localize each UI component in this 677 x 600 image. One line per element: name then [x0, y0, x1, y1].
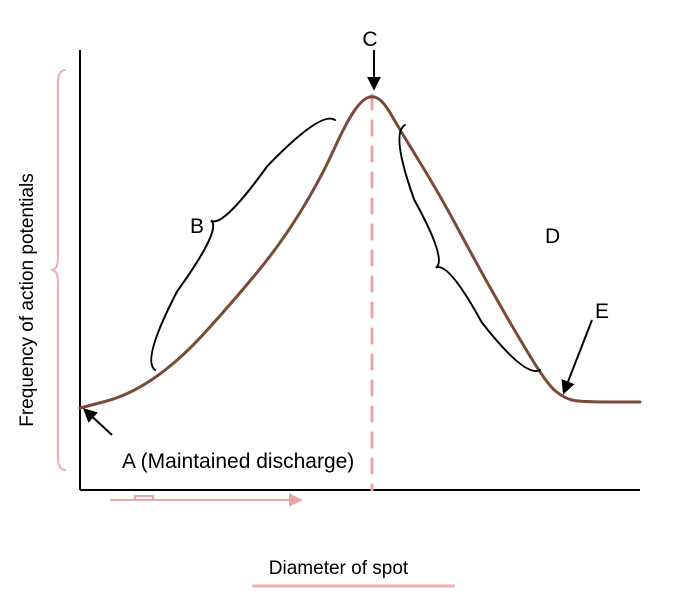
label-b: B: [190, 215, 204, 239]
label-d: D: [545, 225, 560, 249]
y-axis-label-text: Frequency of action potentials: [17, 173, 38, 427]
label-e: E: [595, 300, 609, 324]
y-axis-label: Frequency of action potentials: [17, 173, 39, 427]
x-axis-label: Diameter of spot: [269, 558, 408, 580]
label-c: C: [362, 28, 377, 52]
receptive-field-chart: Frequency of action potentials Diameter …: [0, 0, 677, 600]
label-a-maintained-discharge: A (Maintained discharge): [122, 450, 354, 474]
chart-svg: [0, 0, 677, 600]
x-axis-label-text: Diameter of spot: [269, 558, 408, 579]
